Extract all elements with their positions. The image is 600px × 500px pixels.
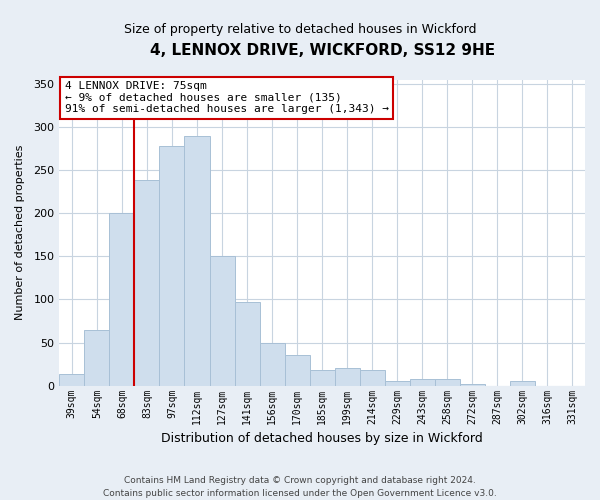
Bar (360, 370, 385, 386)
Y-axis label: Number of detached properties: Number of detached properties (15, 145, 25, 320)
Bar (310, 370, 335, 386)
Bar (260, 344, 284, 386)
Bar (184, 136, 209, 386)
Bar (59, 374, 85, 386)
Bar (209, 256, 235, 386)
Bar (460, 384, 485, 386)
Bar (435, 378, 460, 386)
Bar (85, 330, 109, 386)
Bar (235, 302, 260, 386)
Text: Size of property relative to detached houses in Wickford: Size of property relative to detached ho… (124, 22, 476, 36)
Bar (160, 146, 184, 386)
Text: 4 LENNOX DRIVE: 75sqm
← 9% of detached houses are smaller (135)
91% of semi-deta: 4 LENNOX DRIVE: 75sqm ← 9% of detached h… (65, 81, 389, 114)
Bar (385, 382, 410, 386)
Text: Contains HM Land Registry data © Crown copyright and database right 2024.
Contai: Contains HM Land Registry data © Crown c… (103, 476, 497, 498)
X-axis label: Distribution of detached houses by size in Wickford: Distribution of detached houses by size … (161, 432, 483, 445)
Bar (284, 356, 310, 386)
Bar (410, 378, 435, 386)
Bar (510, 382, 535, 386)
Bar (335, 368, 360, 386)
Title: 4, LENNOX DRIVE, WICKFORD, SS12 9HE: 4, LENNOX DRIVE, WICKFORD, SS12 9HE (149, 42, 495, 58)
Bar (109, 213, 134, 386)
Bar (134, 180, 160, 386)
